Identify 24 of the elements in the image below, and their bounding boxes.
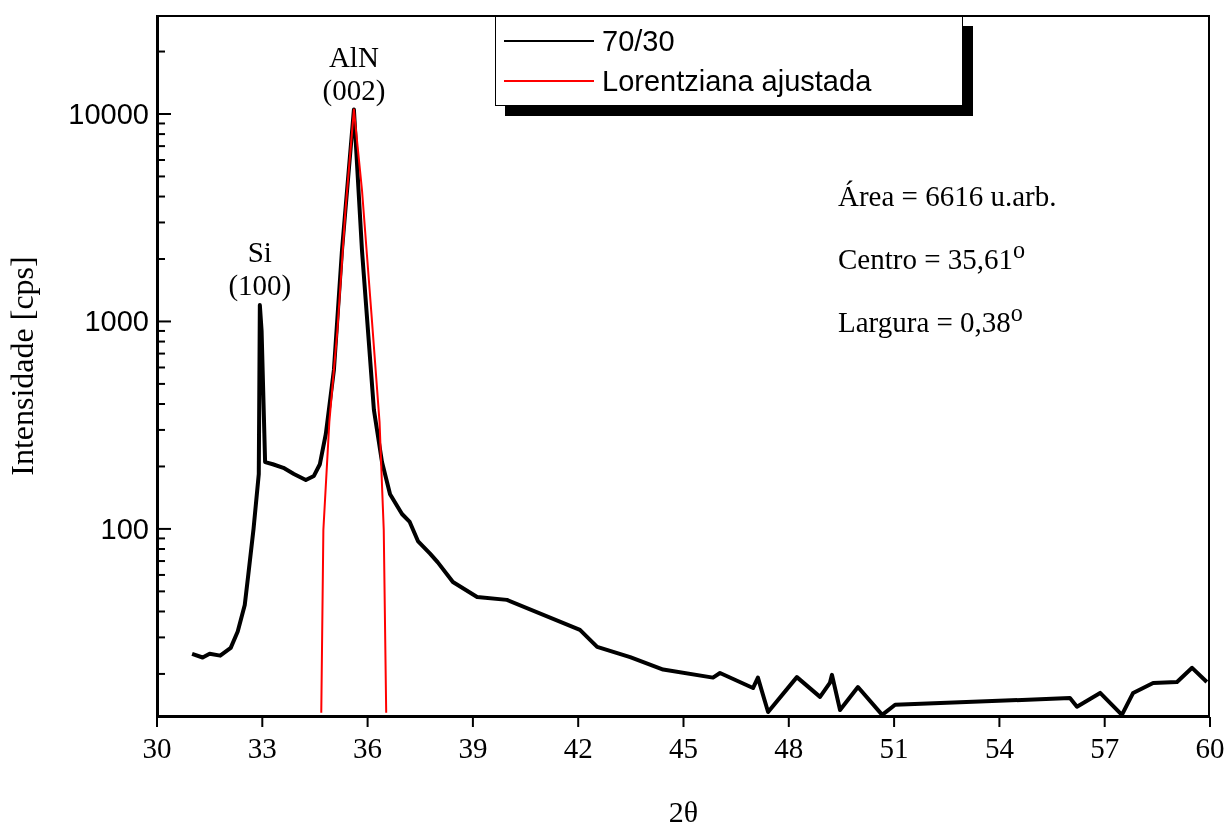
annotation: Si (100) [228, 236, 292, 303]
x-tick-label: 30 [142, 731, 172, 764]
x-tick-label: 36 [353, 731, 383, 764]
annotation: Área = 6616 u.arb. [838, 179, 1057, 214]
x-axis-title: 2θ [668, 795, 699, 828]
x-tick-label: 57 [1090, 731, 1120, 764]
annotation: AlN (002) [322, 40, 386, 107]
y-axis-title: Intensidade [cps] [4, 256, 41, 476]
x-tick-label: 42 [563, 731, 593, 764]
line-series [320, 108, 388, 714]
y-tick-label: 1000 [84, 305, 149, 338]
x-tick-label: 39 [458, 731, 488, 764]
legend-label: Lorentziana ajustada [602, 64, 872, 98]
x-tick-label: 45 [669, 731, 698, 764]
annotation: Centro = 35,61$^{o}$ [838, 235, 1027, 277]
y-tick-label: 100 [100, 512, 149, 545]
x-tick-label: 51 [879, 731, 909, 764]
y-tick-label: 10000 [68, 97, 149, 130]
x-tick-label: 54 [984, 731, 1015, 764]
annotation: Largura = 0,38$^{o}$ [838, 297, 1024, 340]
x-tick-label: 48 [774, 731, 804, 764]
x-tick-label: 33 [247, 731, 277, 764]
x-tick-label: 60 [1195, 731, 1225, 764]
legend-label: 70/30 [602, 24, 675, 58]
